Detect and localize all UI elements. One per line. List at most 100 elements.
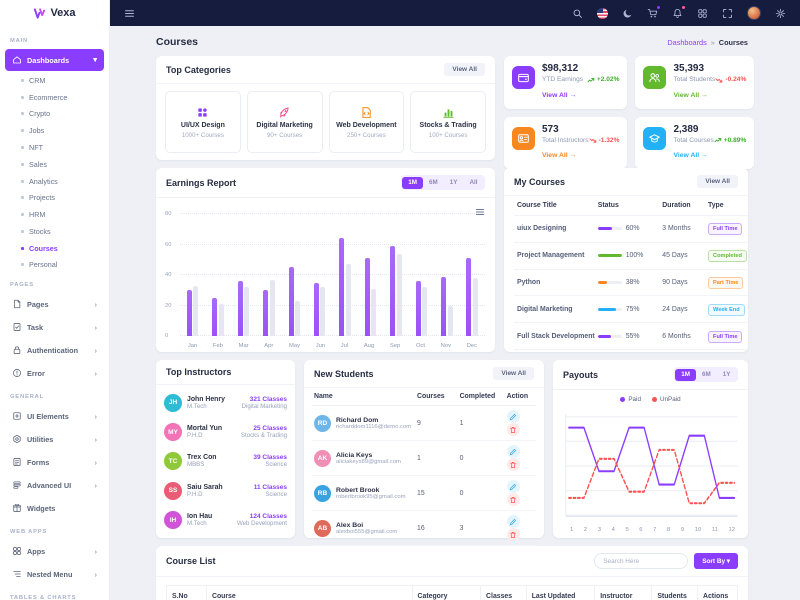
- sidebar-subitem-nft[interactable]: NFT: [0, 139, 109, 156]
- sidebar-subitem-ecommerce[interactable]: Ecommerce: [0, 89, 109, 106]
- edit-button[interactable]: [506, 410, 520, 423]
- bar-group-may[interactable]: [288, 214, 301, 336]
- utilities-icon: [12, 434, 22, 444]
- sidebar-subitem-crypto[interactable]: Crypto: [0, 106, 109, 123]
- bar-group-jul[interactable]: [339, 214, 351, 336]
- earnings-range-all[interactable]: All: [463, 177, 483, 189]
- language-flag-icon[interactable]: [597, 7, 608, 19]
- bar-group-aug[interactable]: [364, 214, 377, 336]
- bar-group-sep[interactable]: [390, 214, 402, 336]
- dark-mode-moon-icon[interactable]: [622, 8, 633, 19]
- sidebar-subitem-hrm[interactable]: HRM: [0, 206, 109, 223]
- sidebar-subitem-sales[interactable]: Sales: [0, 156, 109, 173]
- sidebar-item-nested-menu[interactable]: Nested Menu ›: [5, 563, 104, 585]
- category-tile-digital-marketing[interactable]: Digital Marketing 90+ Courses: [246, 91, 323, 153]
- category-tile-web-development[interactable]: Web Development 250+ Courses: [328, 91, 405, 153]
- course-row-stocks-trading[interactable]: Stocks & Trading29%1 MonthStopped: [514, 349, 748, 352]
- sidebar-item-pages[interactable]: Pages ›: [5, 293, 104, 315]
- my-courses-view-all-button[interactable]: View All: [697, 175, 738, 188]
- sidebar-item-apps[interactable]: Apps ›: [5, 540, 104, 562]
- bar-group-dec[interactable]: [466, 214, 478, 336]
- course-row-python[interactable]: Python 38% 90 Days Part Time: [514, 269, 748, 297]
- edit-button[interactable]: [506, 480, 520, 493]
- instructor-row-ion-hau[interactable]: IH Ion Hau M.Tech 124 Classes Web Developmen…: [164, 511, 287, 530]
- new-students-view-all-button[interactable]: View All: [493, 367, 534, 380]
- instructor-row-saiu-sarah[interactable]: SS Saiu Sarah P.H.D 11 Classes Science: [164, 481, 287, 500]
- search-icon[interactable]: [572, 8, 583, 19]
- view-all-link[interactable]: View All →: [542, 152, 577, 159]
- sidebar-item-forms[interactable]: Forms ›: [5, 451, 104, 473]
- delete-button[interactable]: [506, 528, 520, 541]
- instructor-row-mortal-yun[interactable]: MY Mortal Yun P.H.D 25 Classes Stocks & Trad…: [164, 423, 287, 442]
- sidebar-item-authentication[interactable]: Authentication ›: [5, 339, 104, 361]
- top-categories-view-all-button[interactable]: View All: [444, 63, 485, 76]
- sidebar-subitem-personal[interactable]: Personal: [0, 257, 109, 274]
- course-row-uiux-designing[interactable]: uiux Designing 60% 3 Months Full Time: [514, 215, 748, 243]
- search-input[interactable]: [594, 553, 689, 569]
- cart-icon[interactable]: [647, 5, 661, 19]
- payouts-range-1m[interactable]: 1M: [675, 368, 697, 381]
- sidebar-item-widgets[interactable]: Widgets: [5, 497, 104, 519]
- column-header-category[interactable]: Category: [411, 585, 482, 600]
- sidebar-item-utilities[interactable]: Utilities ›: [5, 428, 104, 450]
- sidebar-item-advanced-ui[interactable]: Advanced UI ›: [5, 474, 104, 496]
- bar-group-jun[interactable]: [313, 214, 326, 336]
- instructor-row-john-henry[interactable]: JH John Henry M.Tech 321 Classes Digital Mar…: [164, 393, 287, 412]
- apps-grid-icon[interactable]: [697, 8, 708, 19]
- legend-item-unpaid[interactable]: UnPaid: [651, 396, 681, 403]
- column-header-last-updated[interactable]: Last Updated: [525, 585, 596, 600]
- sidebar-item-dashboards[interactable]: Dashboards ▾: [5, 49, 104, 71]
- sidebar-subitem-courses[interactable]: Courses: [0, 240, 109, 257]
- bar-group-mar[interactable]: [237, 214, 250, 336]
- notifications-bell-icon[interactable]: [672, 5, 686, 19]
- menu-icon[interactable]: [124, 8, 135, 19]
- bar-group-nov[interactable]: [441, 214, 453, 336]
- column-header-s-no[interactable]: S.No: [166, 585, 207, 600]
- delete-button[interactable]: [506, 458, 520, 471]
- delete-button[interactable]: [506, 493, 520, 506]
- instructor-row-trex-con[interactable]: TC Trex Con MBBS 39 Classes Science: [164, 452, 287, 471]
- sidebar-subitem-analytics[interactable]: Analytics: [0, 173, 109, 190]
- sidebar-subitem-projects[interactable]: Projects: [0, 189, 109, 206]
- sidebar-subitem-stocks[interactable]: Stocks: [0, 223, 109, 240]
- brand-logo[interactable]: Vexa: [0, 0, 109, 26]
- column-header-instructor[interactable]: Instructor: [594, 585, 653, 600]
- view-all-link[interactable]: View All →: [542, 91, 577, 99]
- view-all-link[interactable]: View All →: [673, 152, 708, 159]
- breadcrumb-dashboards[interactable]: Dashboards: [667, 37, 707, 47]
- payouts-range-6m[interactable]: 6M: [696, 369, 717, 381]
- column-header-students[interactable]: Students: [651, 585, 698, 600]
- bar-group-jan[interactable]: [186, 214, 199, 336]
- edit-button[interactable]: [506, 515, 520, 528]
- user-avatar[interactable]: [747, 6, 761, 20]
- sidebar-item-ui-elements[interactable]: UI Elements ›: [5, 405, 104, 427]
- course-row-project-management[interactable]: Project Management 100% 45 Days Completed: [514, 242, 748, 270]
- sidebar-item-error[interactable]: Error ›: [5, 362, 104, 384]
- earnings-range-6m[interactable]: 6M: [423, 177, 444, 189]
- delete-button[interactable]: [506, 423, 520, 436]
- edit-button[interactable]: [506, 445, 520, 458]
- bar-group-oct[interactable]: [415, 214, 428, 336]
- settings-gear-icon[interactable]: [775, 8, 786, 19]
- view-all-link[interactable]: View All →: [673, 91, 708, 99]
- column-header-classes[interactable]: Classes: [480, 585, 527, 600]
- earnings-range-1y[interactable]: 1Y: [444, 177, 464, 189]
- column-header-actions[interactable]: Actions: [697, 585, 738, 600]
- chart-menu-icon[interactable]: [475, 204, 485, 215]
- sidebar-item-task[interactable]: Task ›: [5, 316, 104, 338]
- top-categories-title: Top Categories: [166, 64, 231, 75]
- course-row-full-stack-development[interactable]: Full Stack Development 55% 6 Months Full Ti…: [514, 322, 748, 350]
- sidebar-subitem-crm[interactable]: CRM: [0, 72, 109, 89]
- legend-item-paid[interactable]: Paid: [620, 396, 641, 403]
- sort-by-button[interactable]: Sort By ▾: [694, 553, 738, 569]
- category-tile-stocks-trading[interactable]: Stocks & Trading 100+ Courses: [410, 91, 486, 153]
- bar-group-apr[interactable]: [263, 214, 275, 336]
- column-header-course[interactable]: Course: [205, 585, 413, 600]
- category-tile-ui-ux-design[interactable]: UI/UX Design 1000+ Courses: [165, 91, 241, 153]
- bar-group-feb[interactable]: [212, 214, 224, 336]
- earnings-range-1m[interactable]: 1M: [402, 176, 423, 189]
- sidebar-subitem-jobs[interactable]: Jobs: [0, 122, 109, 139]
- fullscreen-icon[interactable]: [722, 8, 733, 19]
- course-row-digital-marketing[interactable]: Digital Marketing 75% 24 Days Week End: [514, 295, 748, 324]
- payouts-range-1y[interactable]: 1Y: [717, 369, 737, 381]
